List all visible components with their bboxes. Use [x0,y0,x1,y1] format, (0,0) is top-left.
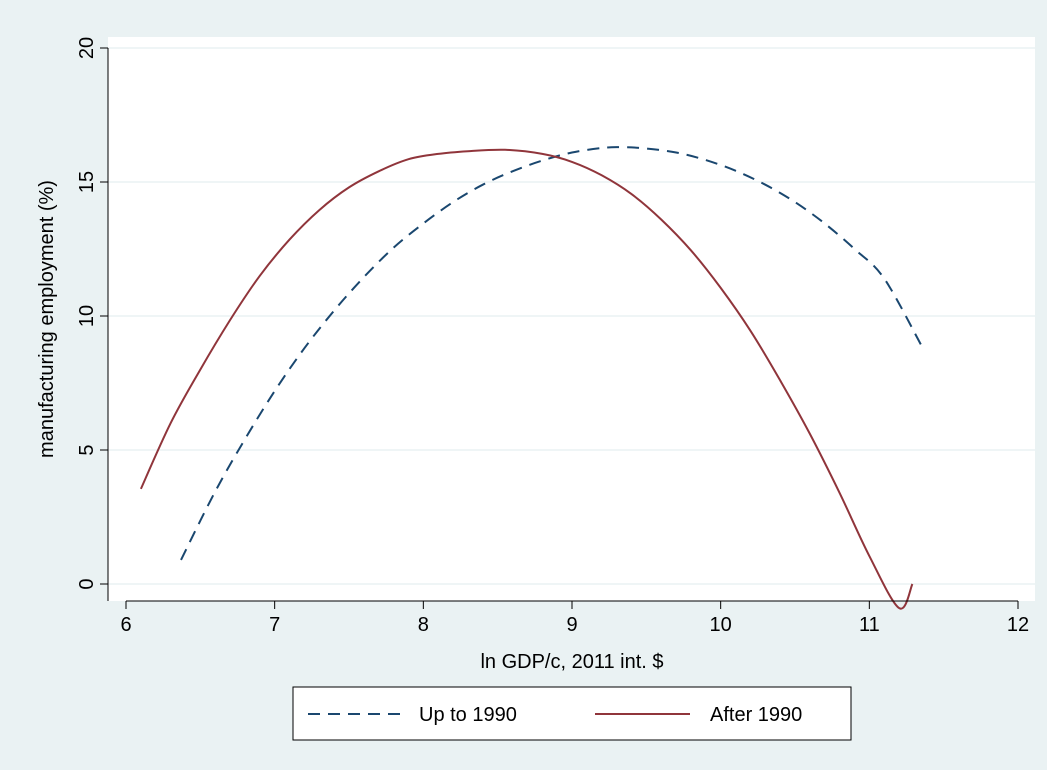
series-layer [139,146,923,610]
x-tick-label-11: 11 [859,614,880,636]
x-tick-label-7: 7 [269,614,280,636]
series-line-up-to-1990 [180,146,923,561]
legend: Up to 1990 After 1990 [292,686,852,741]
legend-label-up-to-1990: Up to 1990 [419,704,517,726]
x-tick-label-9: 9 [566,614,577,636]
y-tick-label-10: 10 [76,305,98,327]
x-tick-label-6: 6 [120,614,131,636]
y-tick-label-20: 20 [76,37,98,59]
y-axis-label: manufacturing employment (%) [36,180,58,458]
x-tick-label-10: 10 [710,614,732,636]
x-axis-label: ln GDP/c, 2011 int. $ [480,651,663,673]
axes: 0 5 10 15 20 6 7 8 9 10 11 12 [76,37,1029,636]
plot-area [108,37,1035,601]
legend-label-after-1990: After 1990 [710,704,802,726]
y-tick-label-0: 0 [76,578,98,589]
series-line-after-1990 [139,148,914,610]
gridlines [108,47,1035,585]
y-tick-label-15: 15 [76,171,98,193]
y-tick-label-5: 5 [76,444,98,455]
legend-box [292,686,852,741]
x-tick-label-8: 8 [418,614,429,636]
x-tick-label-12: 12 [1007,614,1029,636]
